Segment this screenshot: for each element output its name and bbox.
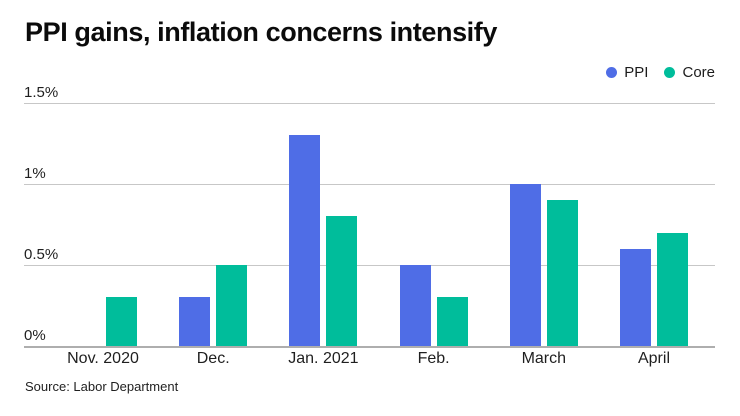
bar-ppi-3 [399, 265, 431, 346]
legend-item-ppi: PPI [606, 64, 648, 81]
core-series-dot-icon [664, 67, 676, 78]
x-axis-category-label: Jan. 2021 [288, 350, 359, 367]
chart-title: PPI gains, inflation concerns intensify [25, 17, 497, 47]
ppi-series-dot-icon [606, 67, 618, 78]
source-note: Source: Labor Department [25, 379, 179, 394]
bar-ppi-1 [179, 297, 211, 346]
y-axis-tick-label: 0.5% [24, 246, 59, 263]
bar-ppi-5 [620, 248, 651, 346]
bar-core-1 [216, 265, 248, 346]
gridline [24, 103, 715, 104]
bar-ppi-2 [289, 135, 321, 346]
y-axis-tick-label: 0% [24, 327, 46, 344]
x-axis-category-label: Dec. [196, 350, 230, 367]
legend-item-core: Core [664, 64, 715, 81]
x-axis-category-label: Nov. 2020 [67, 350, 139, 367]
baseline-gridline [24, 346, 715, 348]
bar-core-4 [546, 200, 578, 346]
x-axis-category-label: March [521, 350, 567, 367]
x-axis-category-label: Feb. [417, 350, 450, 367]
gridline [24, 265, 715, 266]
bar-ppi-4 [509, 184, 541, 346]
legend-label-core: Core [682, 64, 715, 81]
legend-label-ppi: PPI [624, 64, 649, 81]
bar-core-3 [436, 297, 468, 346]
bar-core-0 [106, 297, 137, 346]
gridline [24, 184, 715, 185]
y-axis-tick-label: 1.5% [24, 84, 59, 101]
x-axis-category-label: April [637, 350, 670, 367]
y-axis-tick-label: 1% [24, 165, 46, 182]
bar-core-2 [326, 216, 358, 346]
bar-core-5 [657, 232, 688, 346]
legend: PPI Core [606, 64, 715, 81]
